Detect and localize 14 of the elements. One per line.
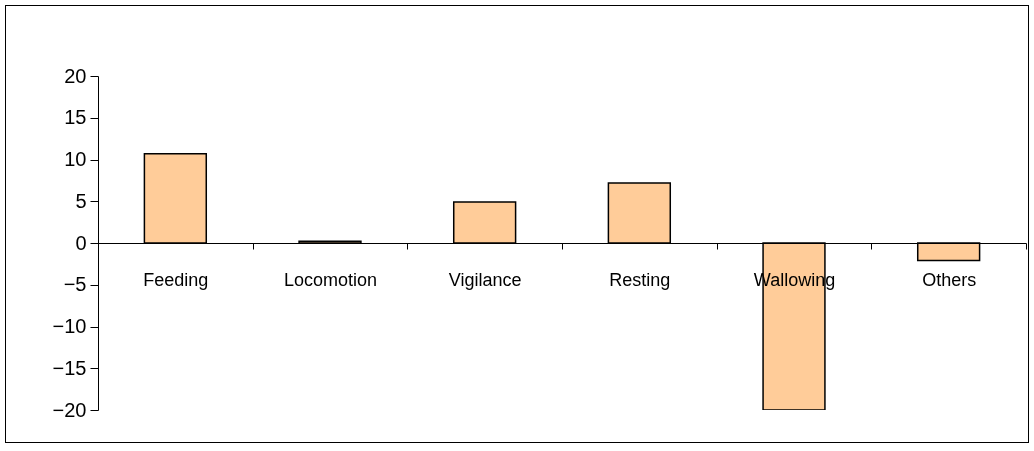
x-tick-label: Vigilance bbox=[448, 269, 522, 290]
y-tick-label: 10 bbox=[64, 148, 87, 170]
x-tick-label: Feeding bbox=[143, 269, 209, 290]
y-tick-label: 20 bbox=[64, 64, 87, 87]
y-tick-label: −15 bbox=[52, 356, 87, 379]
y-tick-label: 15 bbox=[64, 106, 87, 129]
y-tick-label: 0 bbox=[75, 231, 87, 254]
y-tick-label: −5 bbox=[63, 273, 87, 296]
x-tick-label: Others bbox=[922, 269, 977, 290]
y-tick-label: −20 bbox=[52, 398, 87, 421]
y-tick-label: 5 bbox=[75, 189, 87, 212]
y-tick-label: −10 bbox=[52, 315, 87, 337]
x-tick-label: Locomotion bbox=[283, 269, 378, 290]
x-tick-label: Resting bbox=[609, 269, 671, 290]
